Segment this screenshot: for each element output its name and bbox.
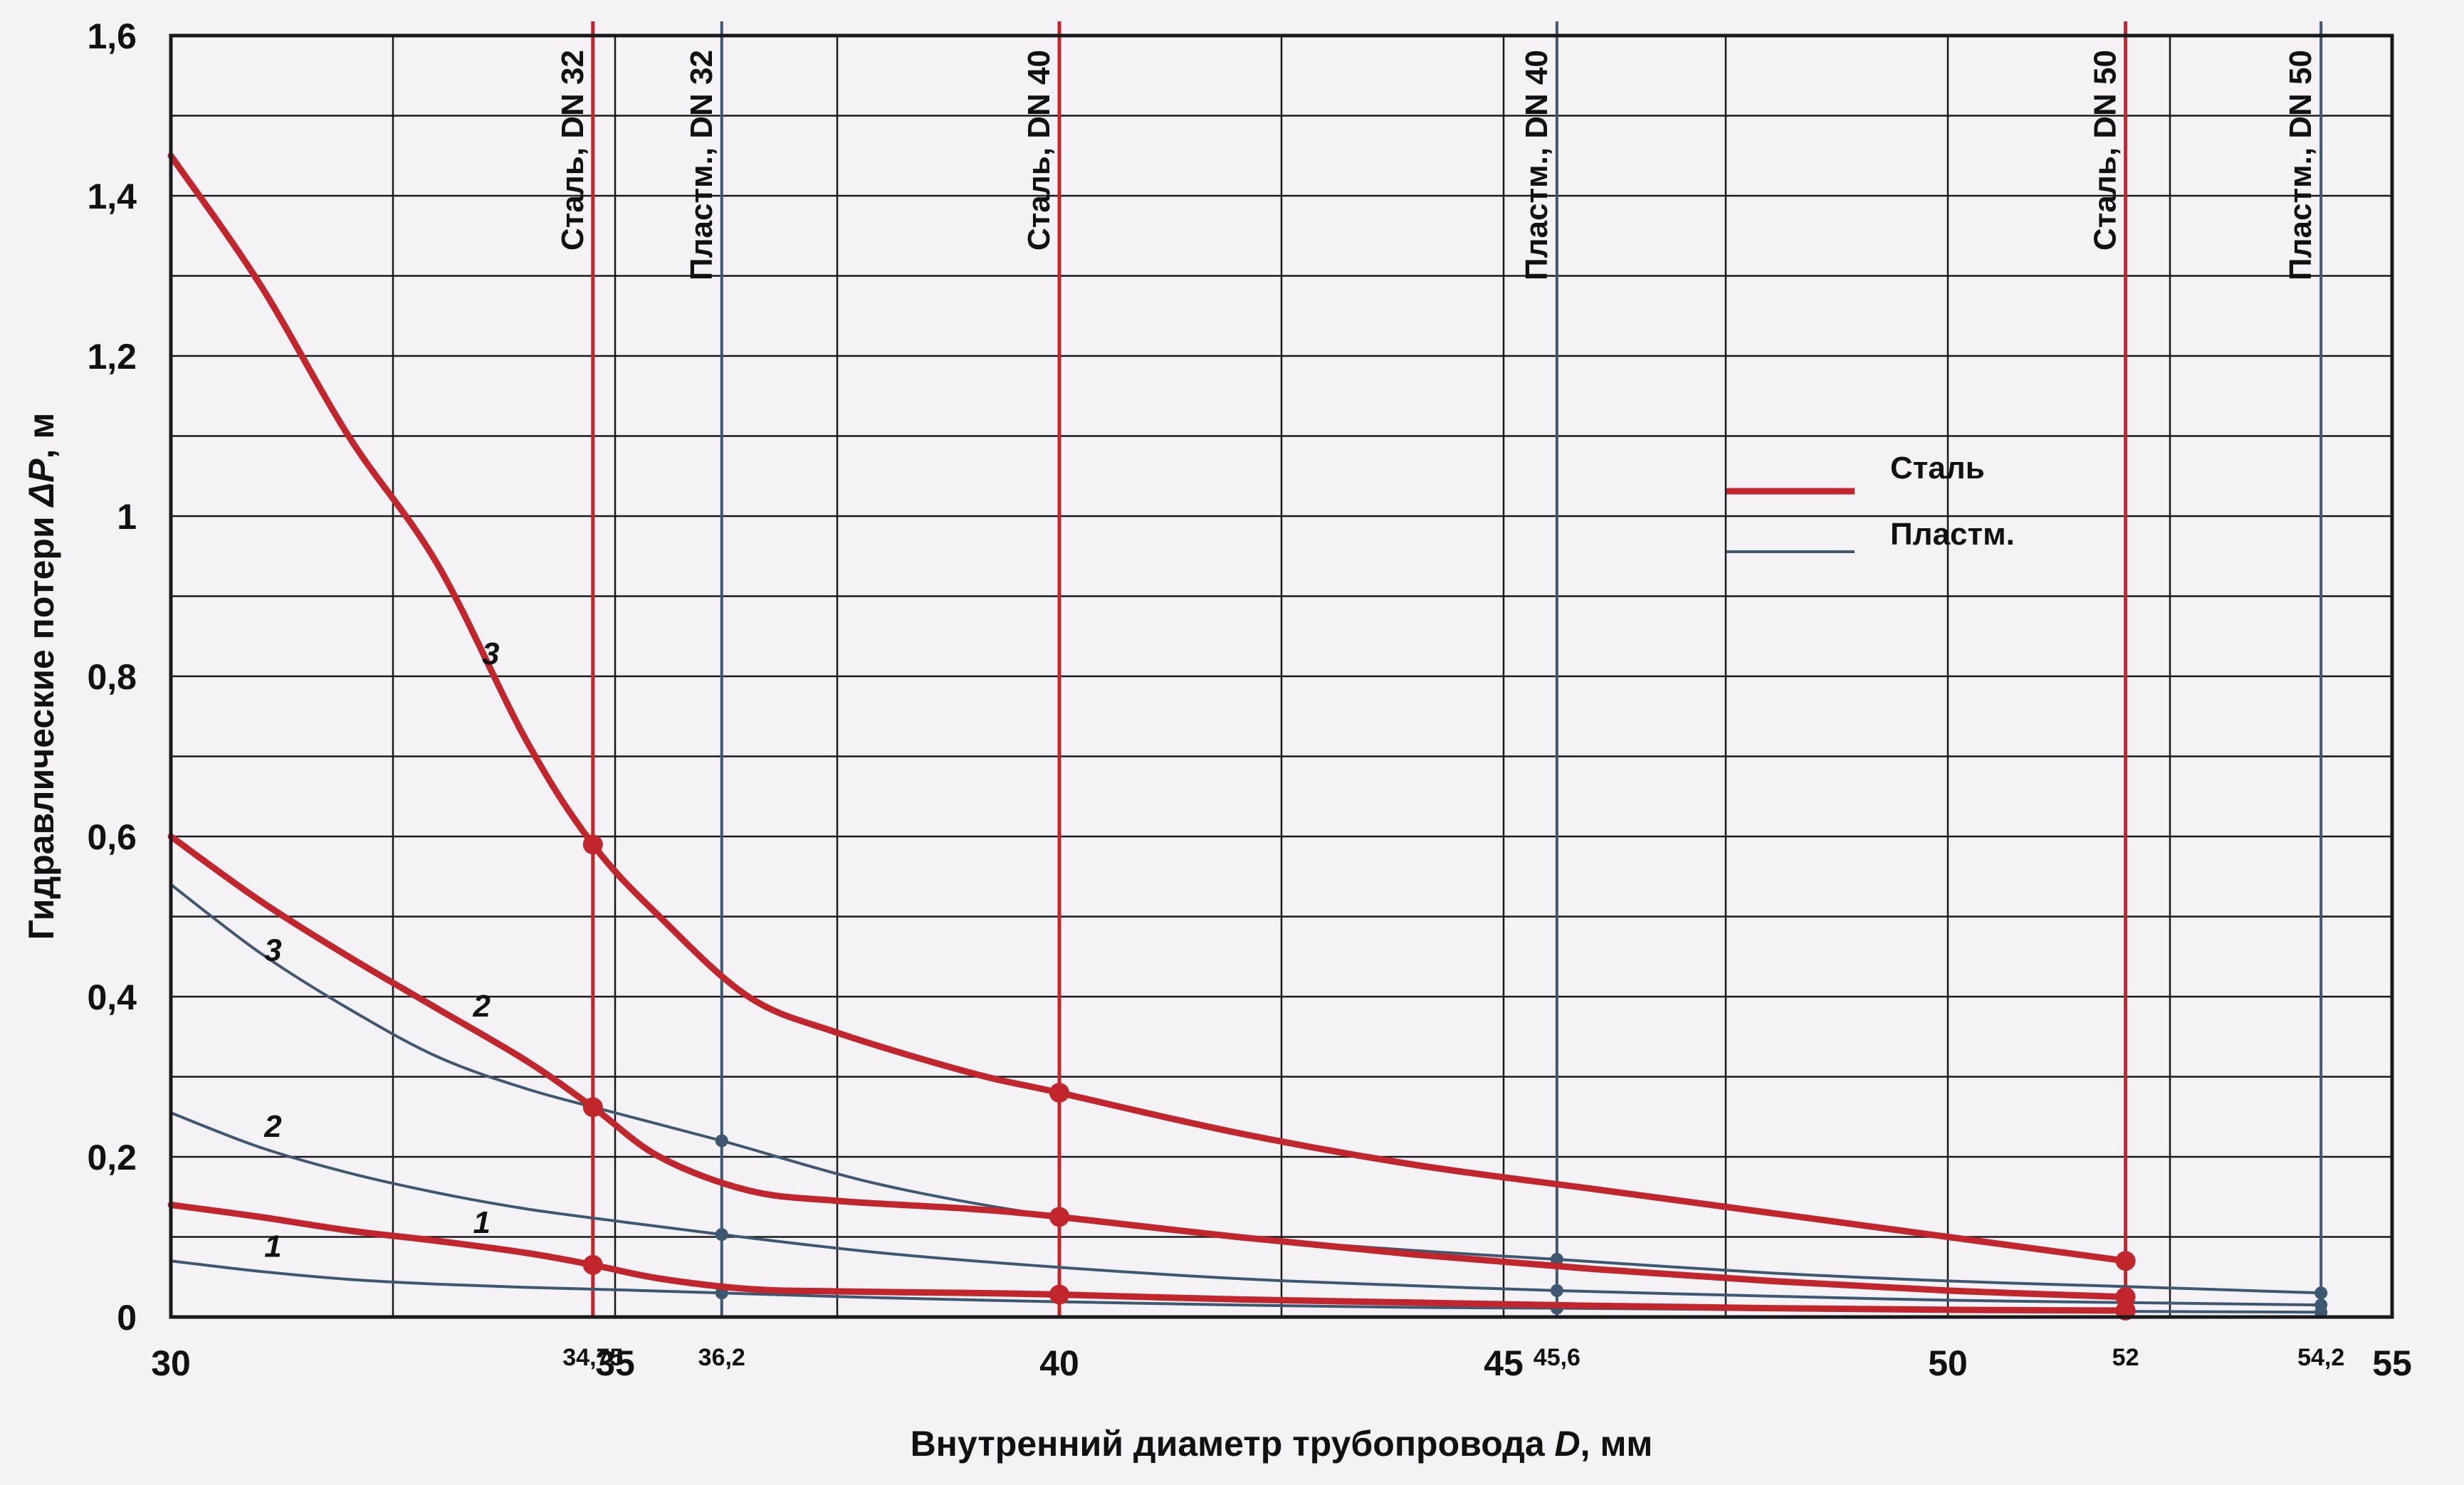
y-tick-1-2: 1,2 xyxy=(87,337,137,377)
x-marker-label-34-75: 34,75 xyxy=(562,1344,623,1371)
ref-label-5: Пластм., DN 50 xyxy=(2283,50,2318,280)
axes xyxy=(169,33,2394,1319)
y-tick-0-8: 0,8 xyxy=(87,657,137,697)
legend-label-plastic: Пластм. xyxy=(1890,517,2015,552)
curve-labels: 3 2 1 3 2 1 xyxy=(263,636,499,1264)
marker-steel-curve-2-40 xyxy=(1049,1207,1069,1227)
x-marker-label-36-2: 36,2 xyxy=(698,1344,745,1371)
marker-steel-curve-2-34-75 xyxy=(582,1097,603,1118)
legend-label-steel: Сталь xyxy=(1890,451,1985,486)
marker-plastic-curve-3-54-2 xyxy=(2314,1286,2328,1300)
series-steel-curve-3 xyxy=(167,152,2129,1264)
x-tick-30: 30 xyxy=(151,1343,191,1383)
series-group xyxy=(167,152,2328,1321)
marker-steel-curve-3-34-75 xyxy=(582,834,603,855)
y-tick-1: 1 xyxy=(117,497,137,537)
x-tick-45: 45 xyxy=(1484,1343,1524,1383)
x-marker-label-54-2: 54,2 xyxy=(2297,1344,2344,1371)
curve-label-steel-2: 2 xyxy=(473,989,491,1024)
curve-label-steel-1: 1 xyxy=(473,1205,491,1240)
y-tick-1-4: 1,4 xyxy=(87,177,137,216)
marker-plastic-curve-2-45-6 xyxy=(1550,1284,1563,1297)
x-tick-55: 55 xyxy=(2372,1343,2412,1383)
grid xyxy=(169,34,2394,1318)
ref-label-3: Пластм., DN 40 xyxy=(1519,50,1554,280)
ref-label-4: Сталь, DN 50 xyxy=(2088,50,2123,251)
marker-steel-curve-3-52 xyxy=(2115,1251,2136,1271)
marker-plastic-curve-2-36-2 xyxy=(715,1228,728,1242)
curve-label-plastic-1: 1 xyxy=(264,1229,281,1264)
series-steel-curve-1 xyxy=(167,1202,2129,1314)
marker-steel-curve-1-40 xyxy=(1049,1284,1069,1305)
marker-plastic-curve-3-45-6 xyxy=(1550,1253,1563,1266)
y-tick-0-2: 0,2 xyxy=(87,1138,137,1177)
legend: Сталь Пластм. xyxy=(1726,451,2015,553)
x-marker-label-52: 52 xyxy=(2112,1344,2139,1371)
x-tick-50: 50 xyxy=(1928,1343,1968,1383)
curve-label-steel-3: 3 xyxy=(482,636,499,671)
marker-plastic-curve-3-36-2 xyxy=(715,1134,728,1148)
y-tick-0-4: 0,4 xyxy=(87,977,137,1017)
y-tick-0: 0 xyxy=(117,1298,137,1338)
ref-label-2: Сталь, DN 40 xyxy=(1022,50,1057,251)
x-marker-label-45-6: 45,6 xyxy=(1534,1344,1580,1371)
curve-label-plastic-2: 2 xyxy=(263,1109,282,1144)
marker-steel-curve-2-52 xyxy=(2115,1286,2136,1307)
x-tick-40: 40 xyxy=(1039,1343,1079,1383)
series-plastic-curve-2 xyxy=(169,1111,2323,1307)
x-axis-title: Внутренний диаметр трубопровода D, мм xyxy=(911,1424,1653,1464)
series-steel-curve-2 xyxy=(167,833,2129,1301)
ref-label-0: Сталь, DN 32 xyxy=(555,50,590,251)
reference-lines: Сталь, DN 32 Пластм., DN 32 Сталь, DN 40 Пл… xyxy=(555,21,2323,1317)
tick-labels: 30 35 40 45 50 55 0 0,2 0,4 0,6 0,8 1 1,2 1,4 1,6 34,75… xyxy=(87,16,2411,1383)
curve-label-plastic-3: 3 xyxy=(264,933,281,967)
ref-label-1: Пластм., DN 32 xyxy=(684,50,719,280)
plot-frame xyxy=(169,33,2394,1319)
marker-steel-curve-3-40 xyxy=(1049,1083,1069,1103)
y-tick-1-6: 1,6 xyxy=(87,16,137,56)
x-tick-35: 35 xyxy=(595,1343,635,1383)
y-tick-0-6: 0,6 xyxy=(87,817,137,857)
marker-steel-curve-1-34-75 xyxy=(582,1254,603,1275)
y-axis-title: Гидравлические потери ΔP, м xyxy=(21,413,61,940)
